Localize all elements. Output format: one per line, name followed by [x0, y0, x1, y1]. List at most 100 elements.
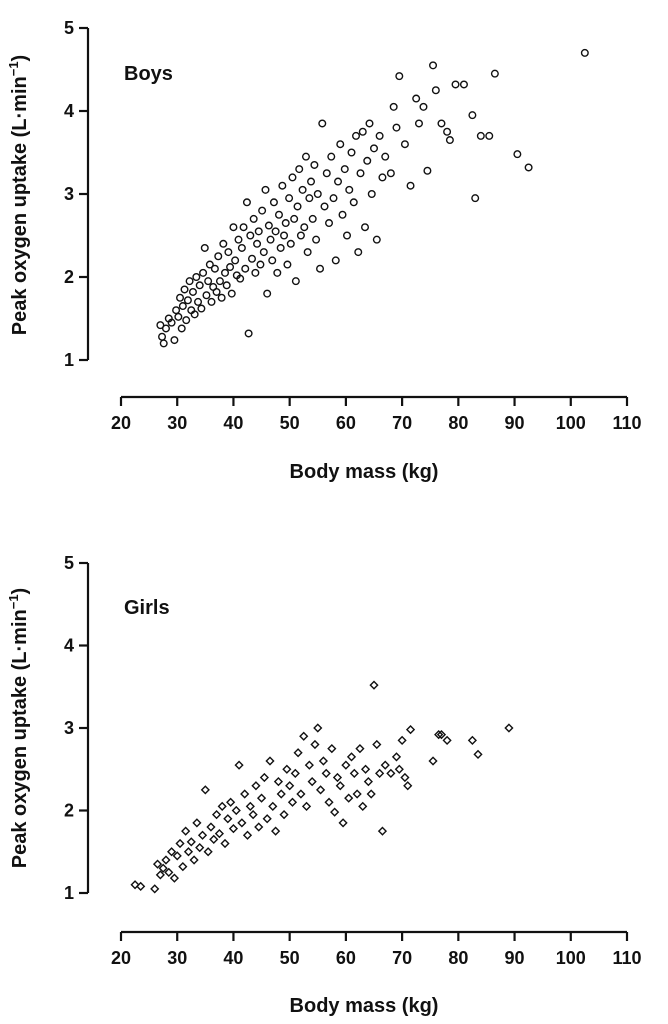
- y-axis-title-superscript: −1: [6, 61, 21, 76]
- data-point: [268, 801, 278, 811]
- data-point: [254, 227, 263, 236]
- data-point: [251, 268, 260, 277]
- data-point: [286, 239, 295, 248]
- x-tick-label: 50: [280, 948, 300, 968]
- y-tick-label: 2: [64, 801, 74, 821]
- data-point: [360, 764, 371, 774]
- data-point: [355, 744, 365, 754]
- data-point: [436, 730, 447, 740]
- y-axis-title-close: ): [9, 55, 31, 62]
- data-point: [229, 223, 238, 232]
- data-point: [247, 254, 256, 263]
- data-point: [200, 785, 210, 795]
- data-point: [352, 789, 362, 799]
- data-point: [172, 306, 181, 315]
- data-point: [226, 263, 235, 272]
- data-point: [244, 329, 253, 338]
- data-point: [164, 867, 174, 877]
- data-point: [397, 735, 407, 745]
- data-point: [214, 829, 224, 839]
- x-tick-label: 70: [392, 948, 412, 968]
- data-point: [199, 268, 208, 277]
- data-point: [375, 768, 385, 778]
- y-tick-label: 1: [64, 883, 74, 903]
- data-point: [471, 194, 480, 203]
- data-point: [253, 239, 262, 248]
- panel-label: Boys: [124, 63, 173, 85]
- x-tick-label: 80: [448, 948, 468, 968]
- data-point: [205, 260, 214, 269]
- data-point: [303, 248, 312, 257]
- data-point: [234, 760, 244, 770]
- data-point: [354, 248, 363, 257]
- data-point: [336, 140, 345, 149]
- data-point: [192, 273, 201, 282]
- data-point: [344, 793, 354, 803]
- data-point: [276, 243, 285, 252]
- data-point: [429, 61, 438, 70]
- data-point: [299, 731, 309, 741]
- data-point: [356, 169, 365, 178]
- data-point: [290, 768, 300, 778]
- data-point: [167, 847, 177, 857]
- data-point: [412, 94, 421, 103]
- data-point: [343, 231, 352, 240]
- data-point: [152, 859, 163, 869]
- data-point: [211, 810, 222, 820]
- data-point: [282, 764, 292, 774]
- data-point: [185, 277, 194, 286]
- data-point: [296, 231, 305, 240]
- data-point: [217, 801, 227, 811]
- y-tick-label: 5: [64, 18, 74, 38]
- data-point: [341, 760, 351, 770]
- data-point: [130, 880, 140, 890]
- data-point: [190, 310, 199, 319]
- data-point: [172, 851, 182, 861]
- data-point: [389, 102, 398, 111]
- data-point: [194, 297, 203, 306]
- data-point: [228, 824, 239, 834]
- data-point: [234, 235, 243, 244]
- data-point: [215, 277, 224, 286]
- data-point: [167, 318, 176, 327]
- data-point: [406, 181, 415, 190]
- data-point: [259, 248, 268, 257]
- data-point: [459, 80, 468, 89]
- data-point: [423, 166, 432, 175]
- data-point: [156, 321, 165, 330]
- data-point: [226, 797, 236, 807]
- data-point: [273, 777, 284, 787]
- data-point: [315, 785, 326, 795]
- data-point: [285, 781, 295, 791]
- x-tick-label: 20: [111, 413, 131, 433]
- data-point: [281, 219, 290, 228]
- data-point: [358, 801, 368, 811]
- data-point: [443, 127, 452, 136]
- data-point: [276, 789, 286, 799]
- data-point: [468, 111, 477, 120]
- data-point: [186, 837, 196, 847]
- data-point: [428, 756, 438, 766]
- data-point: [183, 847, 194, 857]
- data-point: [370, 144, 379, 153]
- data-point: [381, 152, 390, 161]
- y-tick-label: 4: [64, 636, 74, 656]
- x-tick-label: 40: [223, 413, 243, 433]
- data-point: [256, 260, 265, 269]
- y-tick-label: 3: [64, 718, 74, 738]
- data-point: [176, 293, 185, 302]
- data-point: [197, 304, 206, 313]
- data-point: [327, 152, 336, 161]
- data-point: [263, 289, 272, 298]
- data-point: [304, 760, 314, 770]
- data-point: [178, 302, 187, 311]
- data-point: [363, 156, 372, 165]
- data-point: [221, 268, 230, 277]
- data-point: [203, 847, 213, 857]
- data-point: [200, 243, 209, 252]
- x-tick-label: 100: [556, 948, 586, 968]
- data-point: [318, 119, 327, 128]
- data-point: [261, 185, 270, 194]
- y-axis-title: Peak oxygen uptake (L·min−1): [6, 55, 31, 335]
- data-point: [320, 202, 329, 211]
